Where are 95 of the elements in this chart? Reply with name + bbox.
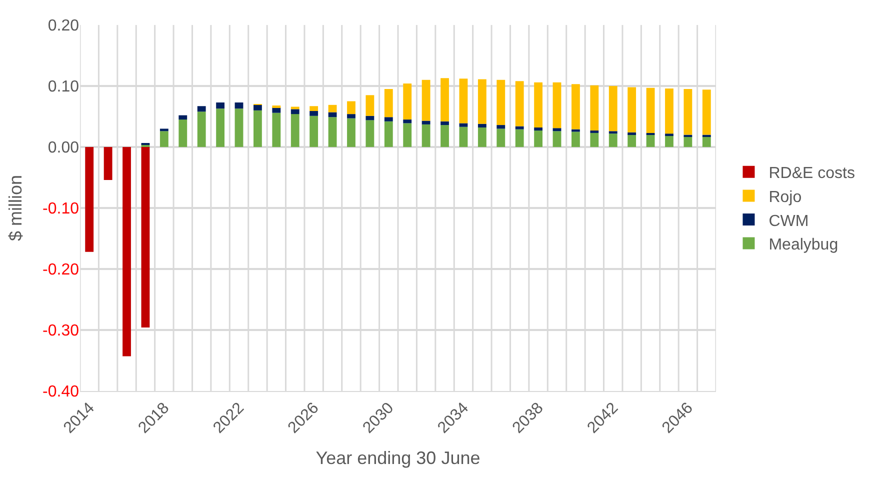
bar	[422, 80, 430, 121]
bar	[608, 131, 618, 134]
bar	[197, 112, 206, 147]
y-tick-label: 0.20	[48, 18, 80, 35]
bar	[459, 126, 468, 147]
bar	[440, 125, 449, 147]
bar	[590, 132, 599, 147]
bar	[178, 115, 188, 120]
bar	[459, 78, 468, 124]
bar	[702, 136, 711, 147]
bar	[328, 117, 337, 147]
bar	[403, 120, 412, 124]
bar	[572, 132, 580, 147]
bar	[403, 123, 412, 147]
bar	[254, 110, 262, 147]
bar	[141, 147, 150, 328]
bar	[347, 101, 356, 114]
bar	[478, 79, 486, 124]
bar	[160, 128, 168, 132]
y-tick-label: -0.20	[42, 262, 80, 279]
bar	[104, 147, 112, 180]
bar	[628, 134, 636, 147]
bar	[572, 84, 580, 130]
bar	[572, 129, 580, 132]
bar	[440, 121, 449, 126]
legend-label: Mealybug	[768, 236, 838, 254]
legend-label: RD&E costs	[768, 165, 855, 182]
bar	[290, 114, 300, 147]
bar	[552, 82, 562, 128]
bar	[590, 85, 599, 131]
bar	[684, 136, 692, 147]
bar	[290, 109, 300, 114]
bar	[422, 120, 430, 124]
bar	[216, 102, 224, 109]
bar	[366, 120, 374, 147]
bar	[403, 84, 412, 120]
bar	[628, 87, 636, 132]
bar	[310, 116, 318, 147]
bar	[478, 124, 486, 128]
bar	[515, 81, 524, 126]
bar	[552, 131, 562, 147]
bar	[85, 147, 94, 252]
y-tick-label: -0.40	[42, 384, 80, 401]
bar	[234, 108, 244, 147]
bar	[515, 129, 524, 147]
bar	[254, 104, 262, 110]
x-axis-title: Year ending 30 June	[316, 448, 480, 468]
y-axis-title: $ million	[6, 174, 26, 242]
bar	[290, 106, 300, 110]
bar	[496, 125, 506, 129]
bar	[496, 128, 506, 147]
bar	[384, 89, 393, 118]
bar	[178, 120, 188, 147]
bar	[515, 126, 524, 130]
bar	[234, 102, 244, 109]
bar	[684, 89, 692, 135]
bar	[347, 114, 356, 118]
y-tick-label: -0.10	[42, 200, 80, 218]
bar	[310, 111, 318, 116]
y-tick-label: -0.30	[42, 322, 80, 340]
bar	[459, 123, 468, 127]
bar	[534, 127, 542, 131]
bar	[646, 88, 655, 133]
bar	[366, 116, 374, 120]
bar	[328, 104, 337, 112]
bar	[328, 112, 337, 118]
bar	[665, 135, 674, 147]
bar	[310, 106, 318, 112]
bar	[422, 124, 430, 147]
bar	[552, 128, 562, 132]
legend-label: CWM	[768, 212, 809, 230]
bar	[122, 147, 131, 356]
y-tick-label: 0.00	[48, 140, 80, 157]
bar	[384, 121, 393, 147]
bar	[534, 82, 542, 128]
bar	[160, 131, 168, 147]
bar	[478, 127, 486, 147]
bar	[197, 106, 206, 112]
bar	[347, 118, 356, 147]
bar	[496, 80, 506, 126]
bar	[628, 132, 636, 135]
bar	[534, 130, 542, 147]
bar	[272, 112, 281, 147]
bar	[384, 117, 393, 122]
legend-label: Rojo	[768, 188, 802, 206]
y-tick-label: 0.10	[48, 78, 80, 96]
bar	[646, 134, 655, 147]
bar	[272, 107, 281, 113]
bar	[216, 108, 224, 147]
bar	[608, 134, 618, 147]
bar	[665, 88, 674, 134]
bar	[608, 86, 618, 132]
bar	[440, 78, 449, 122]
bar	[702, 90, 711, 135]
bar	[366, 95, 374, 116]
